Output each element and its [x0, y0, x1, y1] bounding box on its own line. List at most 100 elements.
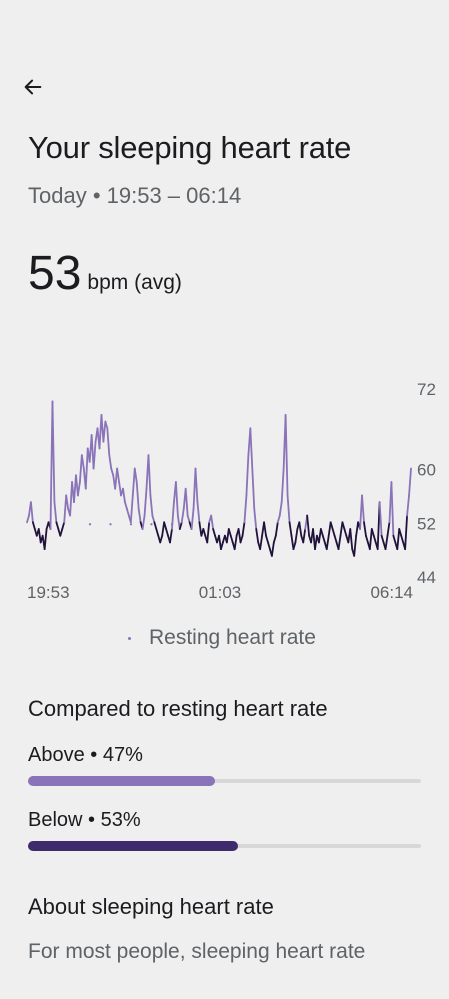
heart-rate-segment — [408, 467, 412, 497]
heart-rate-segment — [78, 454, 83, 483]
comparison-heading: Compared to resting heart rate — [28, 696, 328, 721]
heart-rate-segment — [329, 521, 334, 530]
average-heart-rate: 53 bpm (avg) — [28, 246, 182, 301]
date-range: Today • 19:53 – 06:14 — [28, 183, 242, 208]
heart-rate-segment — [135, 481, 140, 510]
heart-rate-segment — [314, 534, 318, 551]
heart-rate-segment — [118, 481, 122, 497]
heart-rate-segment — [206, 521, 211, 544]
resting-legend-marker — [128, 636, 131, 640]
heart-rate-segment — [225, 528, 230, 544]
heart-rate-segment — [372, 534, 377, 544]
heart-rate-segment — [286, 494, 291, 524]
heart-rate-segment — [149, 494, 154, 517]
heart-rate-segment — [212, 528, 216, 537]
x-tick-label: 06:14 — [370, 583, 413, 602]
heart-rate-segment — [84, 447, 89, 490]
page-title: Your sleeping heart rate — [28, 130, 352, 165]
heart-rate-segment — [61, 521, 66, 530]
heart-rate-segment — [155, 528, 160, 537]
heart-rate-chart: 72 60 52 44 19:53 01:03 06:14 — [26, 380, 436, 602]
heart-rate-segment — [102, 420, 107, 443]
heart-rate-segment — [80, 454, 85, 470]
heart-rate-segment — [218, 534, 222, 551]
heart-rate-segment — [77, 481, 81, 497]
heart-rate-segment — [186, 514, 191, 524]
about-text: For most people, sleeping heart rate — [28, 940, 366, 963]
y-tick-label: 60 — [417, 461, 436, 480]
x-tick-label: 01:03 — [199, 583, 242, 602]
heart-rate-segment — [270, 541, 275, 557]
heart-rate-segment — [378, 501, 383, 537]
above-progress-track — [28, 776, 421, 786]
heart-rate-segment — [55, 521, 60, 530]
heart-rate-segment — [30, 501, 34, 524]
heart-rate-segment — [386, 521, 391, 537]
heart-rate-segment — [116, 467, 120, 483]
heart-rate-segment — [319, 528, 324, 537]
legend-label: Resting heart rate — [149, 626, 316, 649]
heart-rate-segment — [137, 507, 142, 524]
heart-rate-segment — [278, 501, 283, 517]
heart-rate-segment — [53, 501, 58, 524]
heart-rate-segment — [131, 467, 136, 497]
heart-rate-segment — [227, 528, 232, 537]
heart-rate-segment — [343, 528, 348, 537]
heart-rate-segment — [165, 528, 169, 537]
heart-rate-segment — [306, 514, 311, 537]
heart-rate-segment — [400, 534, 405, 544]
heart-rate-segment — [355, 521, 360, 537]
below-label: Below • 53% — [28, 809, 141, 831]
resting-hr-dot — [109, 523, 112, 526]
heart-rate-segment — [390, 481, 395, 537]
heart-rate-segment — [202, 528, 207, 537]
heart-rate-segment — [126, 507, 130, 517]
heart-rate-segment — [220, 541, 224, 551]
heart-rate-segment — [180, 507, 185, 524]
average-unit: bpm (avg) — [87, 271, 182, 294]
heart-rate-segment — [59, 528, 64, 537]
heart-rate-segment — [143, 487, 148, 517]
resting-hr-dot — [129, 523, 133, 526]
heart-rate-segment — [106, 427, 111, 457]
heart-rate-segment — [255, 528, 260, 544]
below-progress-track — [28, 841, 421, 851]
heart-rate-segment — [229, 534, 234, 544]
heart-rate-segment — [333, 534, 338, 544]
heart-rate-segment — [392, 534, 397, 544]
heart-rate-segment — [290, 534, 295, 551]
heart-rate-segment — [171, 501, 175, 530]
heart-rate-segment — [26, 514, 30, 524]
heart-rate-segment — [337, 534, 342, 551]
heart-rate-segment — [153, 521, 158, 530]
heart-rate-segment — [176, 514, 181, 530]
heart-rate-segment — [398, 528, 403, 537]
heart-rate-segment — [241, 521, 246, 537]
heart-rate-segment — [210, 514, 215, 530]
heart-rate-segment — [276, 514, 281, 524]
heart-rate-segment — [318, 528, 322, 544]
heart-rate-segment — [151, 514, 156, 524]
back-button[interactable] — [18, 72, 48, 102]
heart-rate-segment — [249, 427, 254, 470]
above-label: Above • 47% — [28, 744, 143, 766]
heart-rate-segment — [380, 534, 385, 544]
arrow-left-icon — [24, 79, 42, 95]
heart-rate-segment — [284, 413, 289, 497]
heart-rate-segment — [63, 494, 68, 524]
heart-rate-segment — [133, 467, 138, 483]
heart-rate-segment — [370, 528, 375, 537]
heart-rate-segment — [298, 521, 303, 537]
heart-rate-segment — [280, 467, 285, 504]
heart-rate-segment — [384, 534, 389, 551]
below-progress-fill — [28, 841, 239, 851]
heart-rate-segment — [404, 514, 408, 551]
heart-rate-segment — [267, 541, 271, 551]
heart-rate-segment — [43, 528, 48, 551]
heart-rate-segment — [406, 494, 410, 517]
heart-rate-segment — [104, 420, 109, 430]
heart-rate-segment — [321, 534, 326, 544]
heart-rate-segment — [141, 514, 146, 530]
heart-rate-segment — [129, 494, 134, 524]
heart-rate-segment — [251, 467, 256, 510]
